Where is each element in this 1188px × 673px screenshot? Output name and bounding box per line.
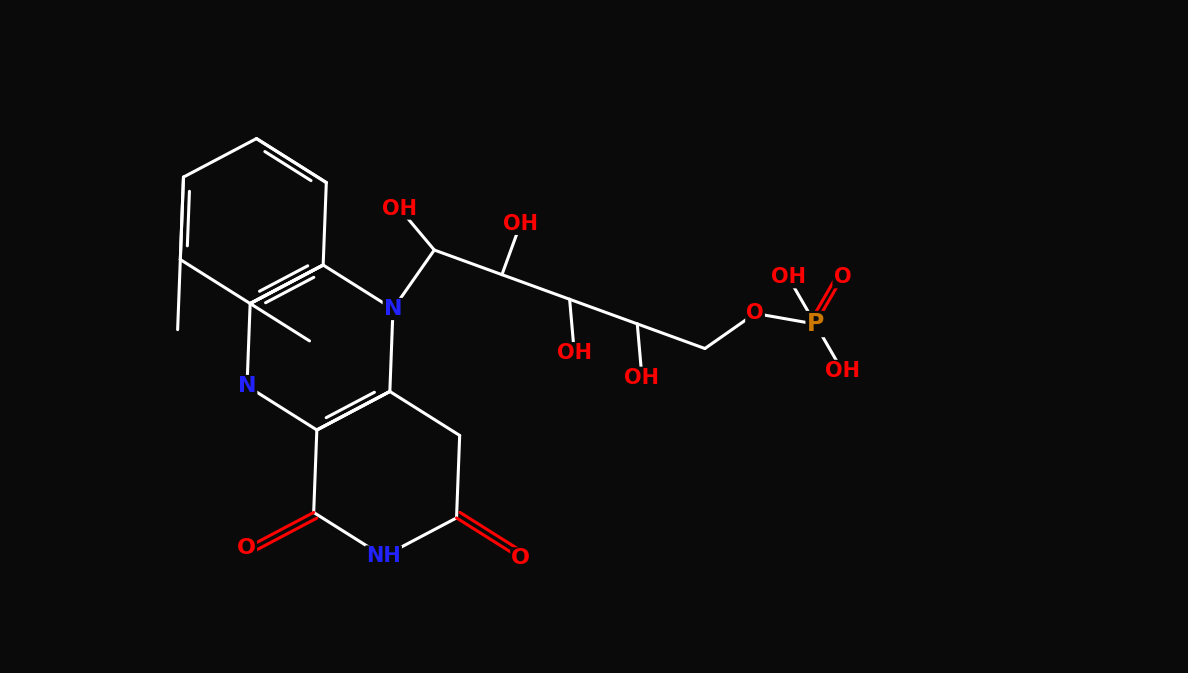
Text: O: O xyxy=(834,267,851,287)
Text: O: O xyxy=(238,538,257,558)
Text: OH: OH xyxy=(557,343,592,363)
Text: OH: OH xyxy=(383,199,417,219)
Text: N: N xyxy=(238,376,257,396)
Text: OH: OH xyxy=(625,367,659,388)
Text: P: P xyxy=(807,312,824,336)
Text: N: N xyxy=(384,299,403,319)
Text: NH: NH xyxy=(366,546,400,567)
Text: O: O xyxy=(511,548,530,569)
Text: OH: OH xyxy=(824,361,860,381)
Text: OH: OH xyxy=(771,267,805,287)
Text: O: O xyxy=(746,304,764,324)
Text: OH: OH xyxy=(503,214,538,234)
